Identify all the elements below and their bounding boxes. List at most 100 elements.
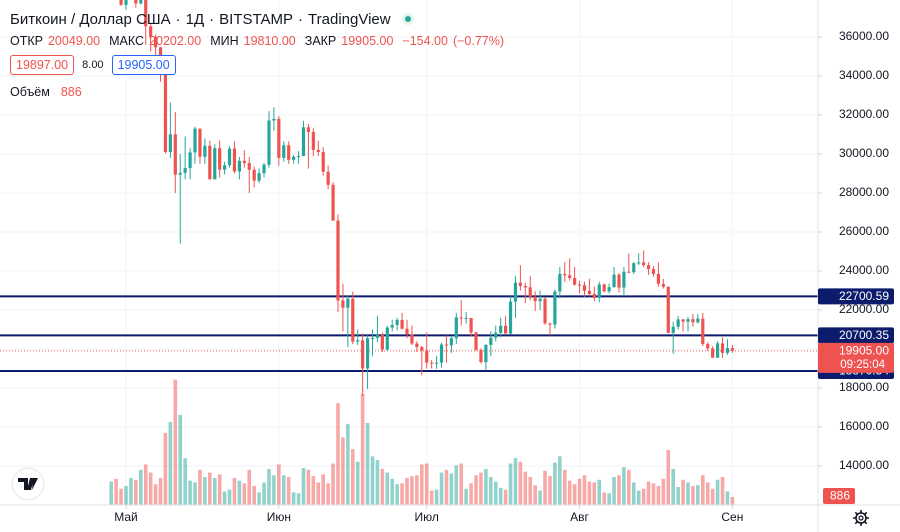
volume-bar	[592, 482, 597, 505]
volume-bar	[444, 469, 449, 505]
candle-body	[282, 145, 286, 158]
candle-body	[582, 285, 587, 291]
candle-body	[203, 145, 207, 157]
y-tick-label: 26000.00	[839, 224, 889, 238]
volume-bar	[129, 477, 133, 505]
volume-bar	[700, 475, 705, 505]
grid	[0, 0, 818, 505]
candle-body	[208, 145, 212, 180]
candle-body	[730, 348, 734, 351]
volume-bar	[617, 475, 621, 505]
volume-bar	[148, 472, 153, 505]
x-tick-label: Сен	[721, 510, 743, 524]
volume-bar	[346, 423, 350, 505]
candle-body	[361, 340, 365, 369]
volume-bar	[454, 465, 459, 505]
settings-icon[interactable]	[853, 510, 869, 526]
candle-body	[247, 162, 251, 170]
candle-body	[513, 282, 518, 302]
volume-badge	[823, 488, 855, 504]
candle-body	[232, 148, 237, 172]
buy-button[interactable]: 19905.00	[111, 55, 176, 75]
candle-body	[637, 262, 641, 264]
volume-bar	[390, 478, 395, 505]
candle-body	[725, 348, 730, 353]
candle-body	[405, 328, 409, 335]
volume-bar	[676, 486, 680, 505]
y-tick-label: 36000.00	[839, 29, 889, 43]
volume-bar	[538, 490, 542, 505]
volume-bar	[528, 477, 533, 505]
candle-body	[267, 120, 271, 165]
candle-body	[686, 319, 690, 322]
y-tick-label: 34000.00	[839, 68, 889, 82]
volume-bar	[582, 475, 587, 505]
tv-logo[interactable]	[11, 467, 45, 501]
volume-bar	[237, 480, 242, 505]
candle-body	[651, 269, 656, 274]
candle-body	[385, 327, 389, 350]
candle-body	[400, 319, 404, 329]
candle-body	[183, 168, 187, 173]
volume-bar	[183, 458, 187, 505]
volume-bar	[518, 461, 523, 505]
candle-body	[573, 278, 577, 285]
price-line-badge	[818, 327, 894, 344]
volume-bar	[336, 403, 340, 505]
candle-body	[691, 319, 695, 323]
volume-bar	[262, 482, 266, 505]
market-status[interactable]	[401, 13, 414, 25]
volume-bar	[558, 456, 562, 505]
volume-bar	[641, 488, 646, 505]
volume-bar	[439, 472, 444, 505]
volume-bar	[173, 379, 178, 505]
candle-body	[124, 0, 128, 5]
candle-body	[518, 282, 522, 287]
candle-body	[168, 134, 172, 153]
volume-bar	[587, 481, 592, 505]
volume-bar	[326, 483, 330, 505]
candle-body	[425, 350, 429, 363]
volume-bar	[479, 472, 483, 505]
price-line-badge	[818, 288, 894, 305]
candle-body	[296, 155, 301, 157]
candle-body	[607, 287, 611, 292]
symbol[interactable]: Биткоин / Доллар США	[10, 10, 171, 28]
candle-body	[272, 118, 276, 121]
candle-body	[632, 263, 636, 273]
candle-body	[262, 164, 266, 174]
sell-button[interactable]: 19897.00	[10, 55, 75, 75]
interval[interactable]: 1Д	[185, 10, 205, 28]
volume-bar	[503, 489, 508, 505]
volume-bar	[296, 493, 301, 505]
candle-body	[420, 347, 424, 351]
volume-bar	[533, 485, 537, 505]
volume-bar	[341, 437, 345, 505]
volume-bar	[193, 482, 197, 505]
volume-bar	[138, 469, 143, 505]
candle-body	[119, 0, 123, 5]
volume-bar	[257, 492, 261, 505]
title-row: Биткоин / Доллар США · 1Д · BITSTAMP · Trad…	[10, 6, 504, 32]
volume-bar	[710, 488, 715, 505]
volume-bar	[188, 480, 192, 505]
spread: 8.00	[82, 59, 104, 71]
candle-body	[198, 128, 202, 157]
volume-bar	[449, 473, 454, 505]
candle-body	[139, 0, 143, 4]
volume-bar	[370, 456, 375, 505]
y-tick-label: 32000.00	[839, 107, 889, 121]
volume-bar	[434, 489, 439, 505]
candle-body	[331, 184, 335, 221]
volume-bar	[158, 477, 163, 505]
candle-body	[227, 148, 232, 166]
price-lines	[0, 295, 818, 373]
volume-bar	[543, 470, 547, 505]
candle-body	[434, 362, 439, 364]
volume-bar	[198, 469, 202, 505]
candle-body	[602, 284, 606, 292]
volume-bar	[627, 469, 631, 505]
candle-body	[642, 262, 646, 266]
y-tick-label: 28000.00	[839, 185, 889, 199]
